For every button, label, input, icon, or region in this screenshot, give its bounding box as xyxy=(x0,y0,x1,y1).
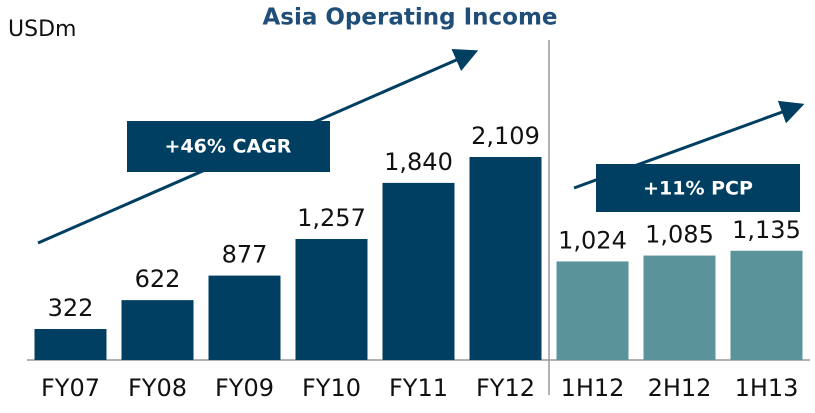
callout-box xyxy=(596,164,800,212)
bar xyxy=(295,239,368,360)
data-label: 877 xyxy=(222,241,268,269)
chart-title: Asia Operating Income xyxy=(262,5,557,31)
x-tick-label: 2H12 xyxy=(648,374,712,402)
bar xyxy=(730,250,803,360)
x-tick-label: FY10 xyxy=(302,374,361,402)
data-label: 1,840 xyxy=(384,148,453,176)
data-label: 1,257 xyxy=(297,204,366,232)
unit-label: USDm xyxy=(8,17,76,42)
callout-text: +11% PCP xyxy=(643,178,753,200)
x-tick-label: FY08 xyxy=(128,374,187,402)
bar xyxy=(121,300,194,360)
callout-text: +46% CAGR xyxy=(165,136,292,158)
bar xyxy=(556,261,629,360)
x-tick-label: FY11 xyxy=(389,374,448,402)
x-tick-label: 1H13 xyxy=(735,374,799,402)
data-label: 322 xyxy=(48,294,94,322)
x-tick-label: 1H12 xyxy=(561,374,625,402)
bar xyxy=(208,275,281,360)
data-label: 622 xyxy=(135,265,181,293)
x-tick-label: FY07 xyxy=(41,374,100,402)
bar xyxy=(469,157,542,360)
bar xyxy=(34,329,107,360)
x-tick-label: FY12 xyxy=(476,374,535,402)
data-label: 1,024 xyxy=(558,226,627,254)
data-label: 1,085 xyxy=(645,221,714,249)
data-label: 1,135 xyxy=(732,216,801,244)
callout-box xyxy=(127,121,330,172)
bar xyxy=(643,255,716,360)
data-label: 2,109 xyxy=(471,122,540,150)
x-tick-label: FY09 xyxy=(215,374,274,402)
bar xyxy=(382,182,455,360)
